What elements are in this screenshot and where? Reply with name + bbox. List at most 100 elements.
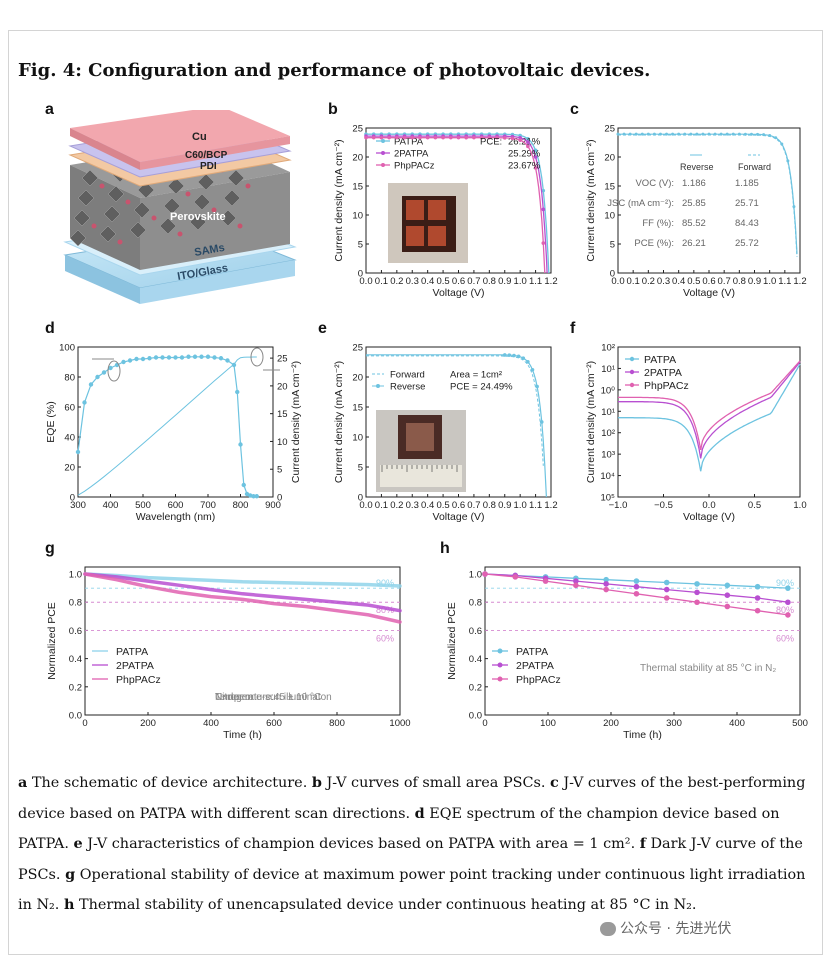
jv-point bbox=[456, 135, 461, 140]
y-axis-label: Current density (mA cm⁻²) bbox=[585, 361, 597, 483]
caption-label-f: f bbox=[639, 835, 646, 852]
x-tick-label: 0.7 bbox=[467, 500, 480, 511]
x-tick-label: 0.1 bbox=[627, 276, 640, 287]
dark-jv-curve-patpa bbox=[618, 363, 801, 472]
caption-text-h: Thermal stability of unencapsulated devi… bbox=[74, 897, 697, 913]
x-tick-label: 0.7 bbox=[718, 276, 731, 287]
jv-point bbox=[792, 205, 796, 209]
caption-label-c: c bbox=[550, 774, 559, 791]
stability-point bbox=[785, 612, 791, 618]
y-tick-label: 20 bbox=[352, 153, 363, 164]
jv-point bbox=[731, 132, 735, 136]
photo-electrode bbox=[406, 200, 424, 220]
a-site-cation bbox=[237, 223, 243, 229]
annotation-ellipse-left bbox=[107, 360, 121, 382]
x-tick-label: 500 bbox=[135, 500, 151, 511]
table-row-label: PCE (%): bbox=[634, 238, 674, 249]
reference-label: 80% bbox=[376, 605, 394, 615]
y-tick-label: 10² bbox=[601, 428, 615, 439]
x-tick-label: 0.6 bbox=[452, 276, 465, 287]
jv-point bbox=[640, 132, 644, 136]
jv-point bbox=[634, 132, 638, 136]
panel-letter-g: g bbox=[45, 540, 55, 557]
table-value-reverse: 85.52 bbox=[682, 218, 706, 229]
a-site-cation bbox=[91, 223, 97, 229]
a-site-cation bbox=[151, 215, 157, 221]
caption-text-d: EQE spectrum of the champion device base… bbox=[18, 805, 780, 853]
y-tick-label: 25 bbox=[604, 124, 615, 135]
legend-marker bbox=[381, 151, 385, 155]
table-row-label: JSC (mA cm⁻²): bbox=[607, 198, 674, 209]
x-tick-label: 1.2 bbox=[793, 276, 806, 287]
x-tick-label: 0.0 bbox=[359, 276, 372, 287]
y2-tick-label: 10 bbox=[277, 437, 288, 448]
label-cu: Cu bbox=[192, 131, 207, 143]
y-tick-label: 0.8 bbox=[469, 598, 482, 609]
x-tick-label: 400 bbox=[103, 500, 119, 511]
a-site-cation bbox=[117, 239, 123, 245]
y2-tick-label: 25 bbox=[277, 354, 288, 365]
eqe-point bbox=[88, 382, 94, 387]
octahedron bbox=[77, 189, 95, 207]
jv-point bbox=[402, 135, 407, 140]
legend-series-name: PATPA bbox=[116, 646, 148, 658]
jv-point bbox=[658, 132, 662, 136]
panel-letter-h: h bbox=[440, 540, 450, 557]
eqe-point bbox=[127, 358, 133, 363]
axes: 0 100 200 300 400 500 0.0 0.2 0.4 0.6 0.8 1.0 Time (… bbox=[446, 566, 808, 741]
y-tick-label: 0 bbox=[70, 493, 75, 504]
jv-curve-reverse bbox=[618, 133, 798, 254]
jv-point bbox=[533, 166, 538, 170]
jv-point bbox=[410, 135, 415, 140]
caption-text-g: Operational stability of device at maxim… bbox=[18, 866, 806, 914]
legend-marker bbox=[629, 356, 635, 362]
legend-marker bbox=[629, 369, 635, 375]
caption-label-h: h bbox=[63, 896, 75, 913]
legend-series-name: 2PATPA bbox=[516, 660, 554, 672]
jv-point bbox=[671, 132, 675, 136]
x-tick-label: 0 bbox=[82, 718, 87, 729]
jv-point bbox=[472, 135, 476, 140]
x-tick-label: −1.0 bbox=[609, 500, 628, 511]
x-tick-label: 0.4 bbox=[672, 276, 685, 287]
x-tick-label: 0.5 bbox=[687, 276, 700, 287]
eqe-point bbox=[134, 356, 139, 362]
eqe-point bbox=[192, 354, 198, 359]
panel-letter-c: c bbox=[570, 101, 579, 118]
eqe-point bbox=[251, 494, 256, 499]
x-tick-label: 600 bbox=[168, 500, 184, 511]
y-tick-label: 25 bbox=[352, 343, 363, 354]
eqe-point bbox=[173, 355, 178, 360]
table-value-forward: 1.185 bbox=[735, 178, 759, 189]
jv-point bbox=[479, 135, 484, 140]
device-stack-schematic: Cu C60/BCP PDI Perovskite SAMs ITO/Glass bbox=[63, 110, 297, 304]
caption-text-a: The schematic of device architecture. bbox=[27, 775, 312, 791]
stability-point bbox=[633, 578, 640, 584]
x-tick-label: 1.0 bbox=[514, 500, 527, 511]
x-tick-label: −0.5 bbox=[654, 500, 673, 511]
x-tick-label: 0 bbox=[482, 718, 487, 729]
reference-label: 90% bbox=[776, 578, 794, 588]
layer-cu-front bbox=[140, 136, 290, 170]
table-value-reverse: 1.186 bbox=[682, 178, 706, 189]
caption-text-c: J-V curves of the best-performing device… bbox=[18, 775, 806, 822]
layer-cu-side bbox=[70, 128, 140, 170]
jv-point bbox=[526, 137, 530, 141]
caption-label-a: a bbox=[18, 774, 28, 791]
eqe-point bbox=[241, 482, 246, 488]
jv-point bbox=[387, 135, 391, 140]
photo-electrode bbox=[406, 226, 424, 246]
eqe-point bbox=[82, 400, 87, 405]
axes: −1.0 −0.5 0.0 0.5 1.0 Voltage (V) Current dens… bbox=[585, 346, 807, 523]
stability-point bbox=[724, 592, 731, 598]
dark-jv-curve-phppacz bbox=[618, 360, 801, 451]
y-axis-label: Current density (mA cm⁻²) bbox=[333, 361, 345, 483]
y-tick-label: 60 bbox=[64, 403, 75, 414]
y-axis-label: Current density (mA cm⁻²) bbox=[333, 139, 345, 261]
layer-ito-glass-front bbox=[140, 260, 295, 304]
y-tick-label: 1.0 bbox=[469, 570, 482, 581]
stability-point bbox=[482, 571, 488, 577]
stability-point bbox=[785, 599, 791, 606]
watermark-text: 公众号 · 先进光伏 bbox=[620, 921, 732, 937]
octahedron bbox=[107, 185, 125, 203]
